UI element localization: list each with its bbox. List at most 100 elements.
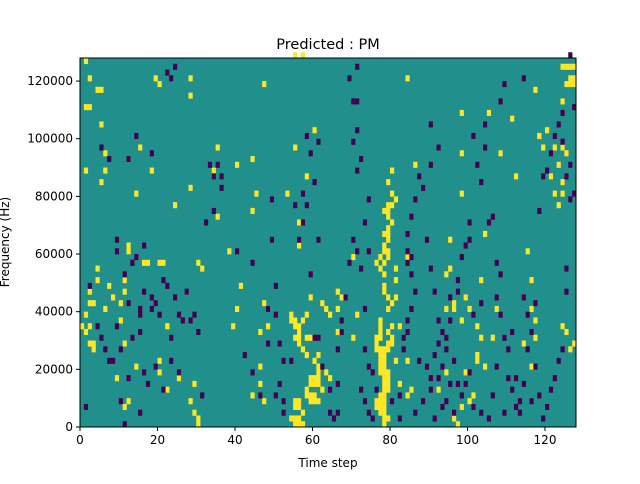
- heatmap-cell-high: [157, 369, 162, 376]
- heatmap-cell-low: [289, 357, 294, 364]
- heatmap-cell-high: [87, 104, 92, 111]
- heatmap-cell-high: [83, 328, 89, 336]
- heatmap-cell-high: [382, 409, 387, 416]
- heatmap-cell-high: [192, 380, 197, 387]
- heatmap-cell-low: [173, 294, 178, 301]
- heatmap-cell-low: [366, 248, 371, 255]
- heatmap-cell-low: [188, 317, 193, 324]
- heatmap-cell-high: [335, 305, 340, 312]
- heatmap-cell-low: [351, 138, 356, 145]
- heatmap-cell-high: [300, 409, 306, 416]
- heatmap-cell-high: [320, 300, 325, 307]
- heatmap-cell-low: [467, 369, 472, 376]
- heatmap-cell-high: [339, 294, 344, 301]
- heatmap-cell-high: [556, 161, 561, 168]
- heatmap-cell-low: [355, 167, 360, 174]
- heatmap-cell-high: [374, 403, 379, 411]
- heatmap-cell-high: [393, 277, 399, 284]
- heatmap-cell-low: [455, 288, 461, 295]
- heatmap-cell-high: [235, 305, 240, 312]
- heatmap-cell-low: [273, 311, 278, 318]
- plot-area: [79, 52, 577, 428]
- heatmap-cell-low: [130, 334, 135, 341]
- x-tick-label: 40: [227, 433, 242, 447]
- heatmap-cell-low: [266, 340, 271, 347]
- heatmap-cell-high: [382, 375, 387, 382]
- heatmap-cell-high: [95, 265, 100, 272]
- heatmap-cell-low: [343, 294, 348, 301]
- heatmap-cell-high: [297, 334, 302, 341]
- heatmap-cell-low: [359, 265, 364, 272]
- heatmap-cell-high: [173, 202, 178, 209]
- heatmap-cell-low: [545, 167, 550, 174]
- heatmap-cell-high: [107, 282, 112, 289]
- heatmap-cell-low: [180, 317, 185, 324]
- heatmap-cell-low: [502, 409, 507, 416]
- heatmap-cell-high: [386, 254, 391, 261]
- heatmap-cell-high: [80, 323, 85, 330]
- heatmap-cell-high: [386, 386, 391, 393]
- heatmap-cell-high: [320, 386, 325, 393]
- heatmap-cell-high: [138, 144, 143, 151]
- heatmap-cell-low: [568, 161, 573, 168]
- heatmap-cell-low: [556, 357, 561, 364]
- heatmap-cell-high: [463, 369, 468, 376]
- heatmap-cell-high: [459, 109, 464, 116]
- heatmap-cell-high: [475, 352, 480, 359]
- heatmap-cell-low: [436, 144, 441, 151]
- heatmap-cell-low: [126, 375, 131, 382]
- heatmap-cell-high: [378, 369, 383, 376]
- heatmap-cell-low: [273, 282, 278, 289]
- heatmap-cell-low: [250, 259, 255, 266]
- heatmap-cell-low: [312, 334, 317, 341]
- heatmap-cell-low: [114, 323, 120, 330]
- heatmap-cell-low: [424, 363, 430, 370]
- heatmap-cell-high: [572, 340, 577, 347]
- heatmap-cell-high: [126, 248, 131, 255]
- heatmap-cell-high: [165, 323, 170, 330]
- heatmap-cell-high: [560, 190, 565, 197]
- heatmap-cell-high: [231, 323, 236, 330]
- heatmap-cell-high: [250, 392, 255, 399]
- heatmap-cell-low: [335, 380, 340, 387]
- heatmap-cell-high: [374, 340, 379, 347]
- y-axis-label: Frequency (Hz): [0, 197, 12, 288]
- heatmap-cell-high: [312, 398, 317, 405]
- heatmap-cell-low: [250, 369, 255, 376]
- heatmap-cell-low: [486, 415, 492, 422]
- heatmap-cell-low: [366, 196, 371, 203]
- heatmap-cell-low: [157, 311, 162, 318]
- heatmap-cell-low: [149, 294, 154, 301]
- heatmap-cell-low: [533, 363, 538, 370]
- heatmap-cell-low: [169, 357, 174, 364]
- heatmap-cell-low: [134, 132, 139, 140]
- heatmap-cell-low: [192, 311, 197, 318]
- heatmap-cell-low: [421, 184, 426, 191]
- heatmap-cell-low: [316, 138, 321, 145]
- heatmap-cell-high: [297, 340, 302, 347]
- heatmap-cell-high: [459, 317, 464, 324]
- heatmap-cell-high: [196, 259, 201, 266]
- heatmap-cell-high: [304, 352, 309, 359]
- heatmap-cell-high: [529, 363, 534, 370]
- heatmap-cell-high: [262, 398, 267, 405]
- heatmap-cell-low: [169, 334, 174, 341]
- heatmap-cell-low: [409, 271, 414, 278]
- heatmap-cell-low: [405, 328, 410, 336]
- heatmap-cell-low: [138, 305, 143, 312]
- heatmap-cell-low: [401, 346, 406, 353]
- heatmap-cell-high: [262, 300, 267, 307]
- plot-background: [80, 58, 576, 427]
- heatmap-cell-low: [138, 328, 143, 336]
- heatmap-cell-low: [440, 363, 445, 370]
- heatmap-cell-low: [548, 386, 554, 393]
- heatmap-cell-high: [293, 403, 298, 411]
- heatmap-cell-high: [351, 334, 356, 341]
- heatmap-cell-low: [428, 375, 433, 382]
- heatmap-cell-low: [304, 132, 309, 140]
- heatmap-cell-high: [157, 259, 162, 266]
- heatmap-cell-low: [510, 386, 515, 393]
- heatmap-cell-low: [328, 386, 333, 393]
- heatmap-cell-high: [293, 52, 298, 59]
- heatmap-cell-low: [440, 403, 445, 411]
